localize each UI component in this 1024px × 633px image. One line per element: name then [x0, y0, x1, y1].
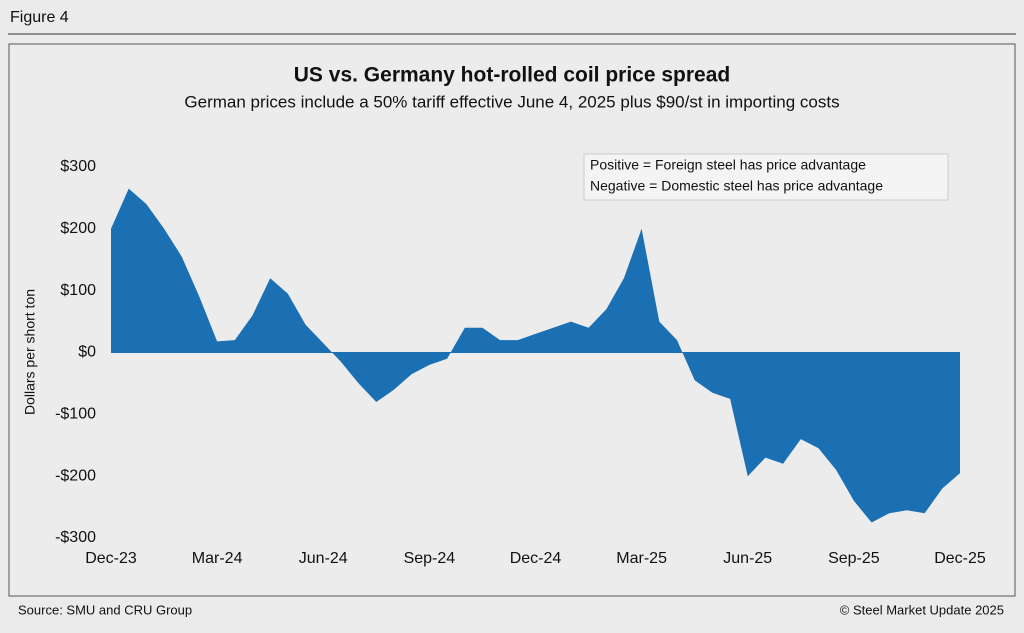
x-tick-label: Mar-25	[616, 550, 667, 567]
y-tick-label: -$100	[55, 406, 96, 423]
chart-title: US vs. Germany hot-rolled coil price spr…	[294, 64, 730, 87]
x-tick-label: Sep-25	[828, 550, 880, 567]
x-tick-label: Dec-23	[85, 550, 137, 567]
annotation-box	[583, 153, 949, 201]
y-tick-label: $0	[78, 344, 96, 361]
y-tick-label: $100	[60, 282, 96, 299]
y-axis-label: Dollars per short ton	[22, 289, 38, 415]
source: Source: SMU and CRU Group	[18, 602, 192, 617]
annotation: Negative = Domestic steel has price adva…	[590, 178, 883, 194]
chart-subtitle: German prices include a 50% tariff effec…	[184, 92, 839, 111]
y-tick-label: $200	[60, 220, 96, 237]
copyright: © Steel Market Update 2025	[840, 602, 1004, 617]
x-tick-label: Jun-24	[299, 550, 348, 567]
annotation: Positive = Foreign steel has price advan…	[590, 157, 866, 173]
x-tick-label: Sep-24	[404, 550, 456, 567]
figure-label: Figure 4	[10, 9, 69, 26]
y-tick-label: -$200	[55, 467, 96, 484]
x-tick-label: Dec-24	[510, 550, 562, 567]
x-tick-label: Dec-25	[934, 550, 986, 567]
y-tick-label: -$300	[55, 529, 96, 546]
x-tick-label: Jun-25	[723, 550, 772, 567]
area	[111, 188, 960, 523]
x-tick-label: Mar-24	[192, 550, 243, 567]
y-tick-label: $300	[60, 158, 96, 175]
